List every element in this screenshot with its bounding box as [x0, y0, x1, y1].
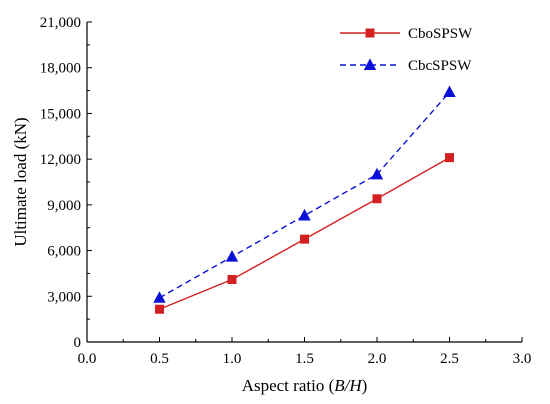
data-point: [298, 208, 311, 221]
data-point: [300, 234, 309, 244]
y-tick-label: 9,000: [47, 198, 81, 214]
x-ticks: 0.0 0.5 1.0 1.5 2.0 2.5 3.0: [78, 337, 532, 367]
data-point: [370, 167, 384, 180]
y-tick-label: 3,000: [47, 289, 81, 305]
y-tick-label: 12,000: [40, 152, 81, 168]
legend-label: CboSPSW: [408, 26, 473, 42]
x-tick-label: 1.5: [295, 351, 314, 367]
x-tick-label: 1.0: [223, 351, 242, 367]
series-line: [159, 91, 451, 299]
data-point: [445, 153, 454, 163]
y-tick-label: 6,000: [47, 244, 81, 260]
legend-label: CbcSPSW: [408, 58, 472, 74]
x-tick-label: 3.0: [513, 351, 532, 367]
legend: CboSPSW CbcSPSW: [340, 26, 473, 74]
plot-area: 0.0 0.5 1.0 1.5 2.0 2.5 3.0 0 3,000 6,000 9,000 12…: [40, 15, 532, 367]
y-tick-label: 21,000: [40, 15, 81, 31]
legend-item: CbcSPSW: [340, 58, 472, 74]
x-tick-label: 2.0: [368, 351, 387, 367]
data-point: [225, 250, 239, 262]
data-point: [227, 275, 237, 285]
series-layer: [153, 85, 456, 314]
legend-item: CboSPSW: [340, 26, 473, 42]
x-tick-label: 0.5: [150, 351, 169, 367]
y-tick-label: 0: [74, 335, 82, 351]
legend-marker: [363, 58, 377, 70]
legend-marker: [365, 28, 375, 38]
x-axis-title: Aspect ratio (B/H): [242, 376, 368, 395]
y-tick-label: 18,000: [40, 61, 81, 77]
data-point: [443, 85, 456, 98]
series-line: [159, 157, 450, 310]
y-ticks: 0 3,000 6,000 9,000 12,000 15,000 18,000 21,000: [40, 15, 92, 351]
x-tick-label: 0.0: [78, 351, 97, 367]
x-tick-label: 2.5: [440, 351, 459, 367]
series-CboSPSW: [155, 153, 454, 314]
data-point: [155, 304, 164, 314]
y-axis-title: Ultimate load (kN): [11, 117, 30, 246]
series-CbcSPSW: [153, 85, 456, 303]
y-tick-label: 15,000: [40, 106, 81, 122]
data-point: [153, 291, 166, 303]
data-point: [372, 194, 382, 204]
